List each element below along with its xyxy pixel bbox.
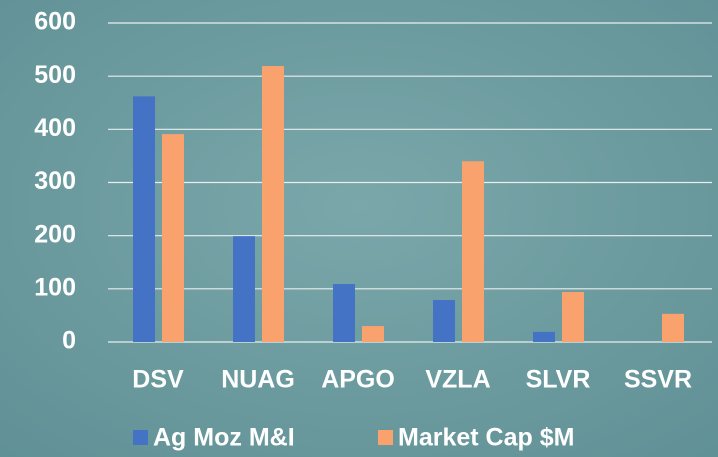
bar — [562, 292, 584, 342]
bar — [662, 313, 684, 342]
bar — [233, 236, 255, 342]
y-tick-label: 300 — [34, 167, 76, 195]
x-tick-label: SLVR — [526, 366, 591, 394]
x-tick-label: DSV — [132, 366, 184, 394]
y-tick-label: 0 — [62, 327, 76, 355]
legend-label: Market Cap $M — [398, 424, 574, 452]
bar — [533, 331, 555, 342]
legend-label: Ag Moz M&I — [153, 424, 295, 452]
bar — [133, 96, 155, 343]
y-tick-label: 100 — [34, 273, 76, 301]
x-tick-label: APGO — [321, 366, 395, 394]
x-tick-label: VZLA — [425, 366, 490, 394]
x-tick-label: NUAG — [221, 366, 295, 394]
bar — [462, 161, 484, 342]
x-tick-label: SSVR — [624, 366, 692, 394]
y-tick-label: 600 — [34, 8, 76, 36]
y-tick-label: 500 — [34, 61, 76, 89]
y-tick-label: 400 — [34, 114, 76, 142]
y-tick-label: 200 — [34, 220, 76, 248]
legend-swatch — [378, 430, 393, 445]
bar — [162, 134, 184, 342]
legend-swatch — [133, 430, 148, 445]
bar — [333, 284, 355, 342]
bar — [262, 66, 284, 342]
bar — [433, 299, 455, 342]
bar — [362, 326, 384, 342]
